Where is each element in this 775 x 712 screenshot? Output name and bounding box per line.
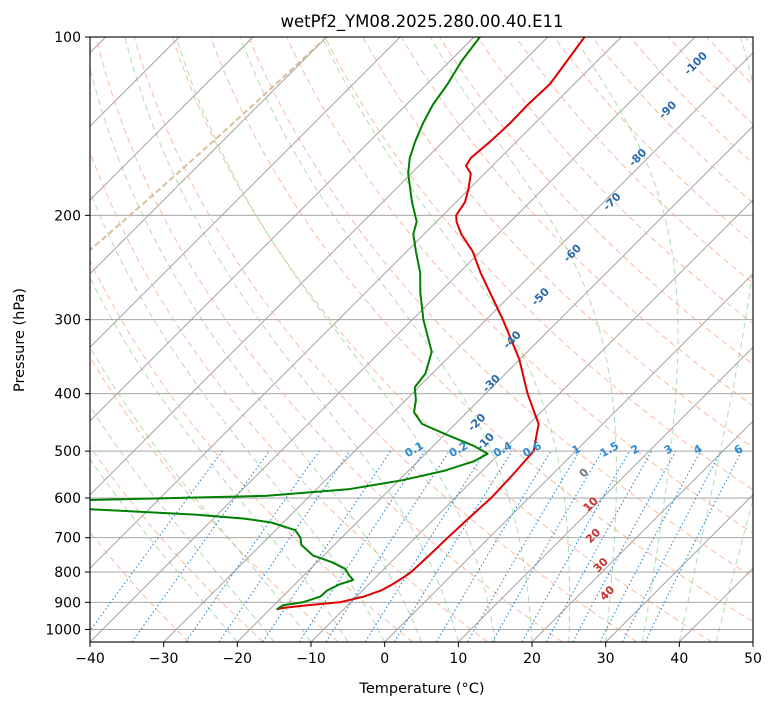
x-tick-label: 10 xyxy=(449,651,467,667)
y-tick-label: 1000 xyxy=(45,622,81,638)
x-axis-title: Temperature (°C) xyxy=(358,681,484,697)
y-tick-label: 700 xyxy=(54,531,81,547)
x-tick-label: 30 xyxy=(597,651,615,667)
x-tick-label: 40 xyxy=(670,651,688,667)
x-tick-label: 50 xyxy=(744,651,762,667)
y-tick-label: 500 xyxy=(54,444,81,460)
y-tick-label: 800 xyxy=(54,565,81,581)
y-tick-label: 400 xyxy=(54,387,81,403)
x-tick-label: 0 xyxy=(380,651,389,667)
y-axis-title: Pressure (hPa) xyxy=(12,288,28,392)
x-tick-label: −10 xyxy=(296,651,326,667)
x-tick-label: −20 xyxy=(223,651,253,667)
y-tick-label: 600 xyxy=(54,491,81,507)
y-tick-label: 200 xyxy=(54,208,81,224)
y-tick-label: 300 xyxy=(54,313,81,329)
y-tick-label: 900 xyxy=(54,595,81,611)
x-tick-label: −40 xyxy=(75,651,105,667)
x-tick-label: 20 xyxy=(523,651,541,667)
y-tick-label: 100 xyxy=(54,30,81,46)
chart-title: wetPf2_YM08.2025.280.00.40.E11 xyxy=(280,12,563,32)
x-tick-label: −30 xyxy=(149,651,179,667)
